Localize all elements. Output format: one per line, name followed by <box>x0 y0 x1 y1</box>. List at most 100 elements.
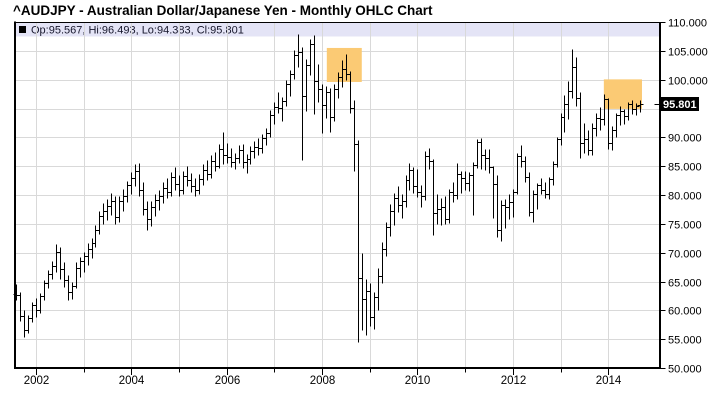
ohlc-bar <box>275 92 282 114</box>
ohlc-bar <box>478 138 485 170</box>
ohlc-bar <box>176 175 183 197</box>
y-tick-label: 55.000 <box>668 335 702 347</box>
y-tick-label: 75.000 <box>668 220 702 232</box>
ohlc-bar <box>486 149 493 174</box>
ohlc-bar <box>490 166 497 219</box>
x-tick-label: 2002 <box>24 375 50 387</box>
ohlc-bar <box>498 200 505 242</box>
ohlc-bar <box>331 84 338 122</box>
ohlc-bar <box>355 140 362 343</box>
legend-background <box>16 23 659 37</box>
ohlc-bar <box>240 144 247 169</box>
ohlc-bar <box>172 167 179 191</box>
ohlc-bar <box>148 201 155 227</box>
ohlc-bar <box>299 47 306 161</box>
ohlc-bar <box>446 189 453 224</box>
ohlc-bar <box>228 148 235 168</box>
plot-frame <box>14 21 661 369</box>
ohlc-bar <box>144 201 151 231</box>
ohlc-bar <box>180 171 187 195</box>
ohlc-bar <box>554 137 561 168</box>
ohlc-bar <box>311 35 318 115</box>
x-tick-label: 2004 <box>119 375 145 387</box>
last-price-flag: 95.801 <box>654 97 699 111</box>
ohlc-bar <box>565 81 572 120</box>
ohlc-bar <box>494 175 501 238</box>
ohlc-bar <box>57 247 64 280</box>
y-tick-label: 110.000 <box>668 18 707 30</box>
ohlc-bar <box>152 194 159 217</box>
ohlc-bar <box>251 141 258 159</box>
ohlc-bar <box>581 123 588 154</box>
y-tick-label: 50.000 <box>668 364 702 376</box>
ohlc-bar <box>522 156 529 183</box>
y-tick-label: 65.000 <box>668 278 702 290</box>
ohlc-bar <box>81 252 88 273</box>
ohlc-bar <box>69 282 76 300</box>
ohlc-bar <box>136 163 143 197</box>
ohlc-bar <box>33 298 40 318</box>
ohlc-bar <box>267 110 274 138</box>
ohlc-bar <box>224 143 231 164</box>
ohlc-bar <box>593 113 600 137</box>
highlight-box <box>603 79 642 109</box>
ohlc-bar <box>160 182 167 204</box>
ohlc-bar <box>561 95 568 133</box>
x-tick-label: 2006 <box>215 375 241 387</box>
ohlc-bar <box>387 204 394 237</box>
y-axis: 110.000 105.000 100.000 90.000 85.000 80.000 7… <box>661 18 708 376</box>
ohlc-bar <box>255 138 262 156</box>
ohlc-bar <box>124 181 131 203</box>
ohlc-bar <box>450 182 457 203</box>
ohlc-bar <box>351 100 358 172</box>
ohlc-bar <box>613 113 620 138</box>
ohlc-bars <box>13 34 644 343</box>
y-tick-label: 105.000 <box>668 47 708 59</box>
ohlc-bar <box>184 166 191 187</box>
ohlc-bar <box>112 196 119 225</box>
ohlc-bar <box>482 149 489 171</box>
ohlc-bar <box>85 243 92 266</box>
ohlc-bar <box>132 164 139 187</box>
ohlc-bar <box>558 113 565 146</box>
ohlc-bar <box>96 211 103 235</box>
ohlc-bar <box>546 177 553 200</box>
x-axis: 2002 2004 2006 2008 2010 2012 2014 <box>24 369 622 387</box>
ohlc-bar <box>474 139 481 169</box>
ohlc-bar <box>168 172 175 197</box>
ohlc-bar <box>315 64 322 103</box>
ohlc-bar <box>462 171 469 191</box>
ohlc-bar <box>577 92 584 159</box>
ohlc-bar <box>244 154 251 174</box>
legend-text: Op:95.567, Hi:96.493, Lo:94.383, Cl:95.8… <box>31 25 244 37</box>
ohlc-bar <box>395 186 402 213</box>
ohlc-bar <box>140 182 147 216</box>
y-tick-label: 80.000 <box>668 191 702 203</box>
y-tick-label: 70.000 <box>668 249 702 261</box>
ohlc-bar <box>128 172 135 195</box>
ohlc-bar <box>247 146 254 165</box>
ohlc-bar <box>470 162 477 216</box>
ohlc-bar <box>399 194 406 219</box>
highlight-box <box>326 47 362 82</box>
ohlc-bar <box>303 59 310 112</box>
ohlc-bar <box>414 169 421 198</box>
x-tick-label: 2012 <box>501 375 527 387</box>
ohlc-bar <box>363 279 370 336</box>
ohlc-bar <box>585 130 592 156</box>
ohlc-bar <box>375 268 382 311</box>
ohlc-bar <box>291 50 298 80</box>
ohlc-bar <box>359 253 366 331</box>
ohlc-bar <box>271 102 278 125</box>
ohlc-bar <box>100 203 107 225</box>
ohlc-bar <box>236 145 243 164</box>
ohlc-bar <box>458 171 465 194</box>
ohlc-bar <box>73 262 80 289</box>
ohlc-bar <box>104 199 111 221</box>
ohlc-bar <box>188 173 195 193</box>
legend-marker-square <box>19 26 26 33</box>
ohlc-bar <box>550 161 557 186</box>
x-tick-label: 2008 <box>310 375 336 387</box>
